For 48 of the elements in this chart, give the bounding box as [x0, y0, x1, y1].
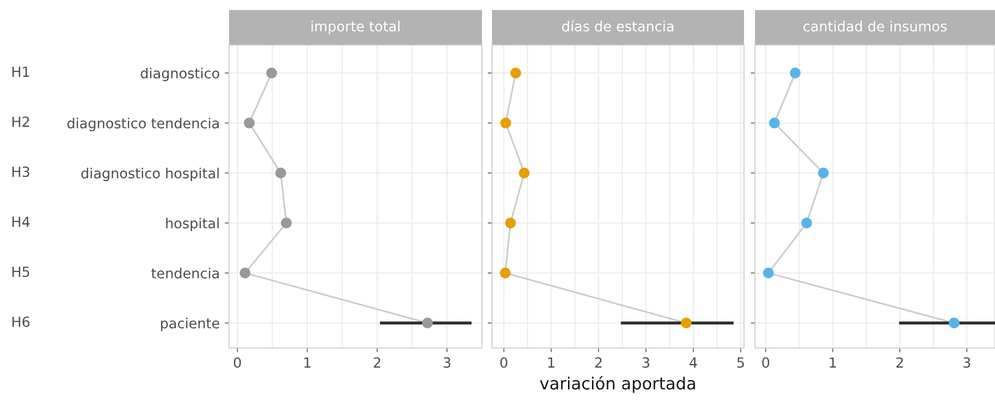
x-tick-label: 1	[548, 357, 554, 368]
point	[948, 318, 960, 328]
point	[500, 118, 512, 128]
point	[266, 68, 278, 78]
text: H6	[12, 316, 30, 328]
point	[244, 118, 255, 128]
point	[240, 268, 250, 278]
y-tick-label: paciente	[161, 318, 220, 332]
point	[500, 268, 511, 278]
text: H5	[12, 266, 30, 278]
chart-title: cantidad de insumos	[803, 20, 947, 32]
y-tick-label: hospital	[166, 218, 219, 232]
x-axis-title: variación aportada	[540, 376, 695, 393]
point	[275, 168, 286, 178]
point	[518, 168, 530, 178]
x-tick-label: 2	[374, 357, 380, 368]
chart-title: importe total	[312, 20, 400, 34]
text: H2	[12, 116, 29, 127]
point	[510, 68, 522, 78]
x-tick-label: 2	[595, 357, 602, 368]
y-tick-label: tendencia	[151, 268, 219, 278]
x-tick-label: 0	[234, 357, 241, 368]
point	[790, 68, 801, 78]
text: H1	[12, 66, 30, 77]
y-tick-label: diagnostico hospital	[81, 168, 219, 182]
point	[422, 318, 433, 328]
x-tick-label: 2	[896, 357, 903, 368]
point	[818, 168, 829, 178]
point	[280, 218, 292, 228]
x-tick-label: 4	[690, 357, 697, 368]
point	[505, 218, 516, 228]
x-tick-label: 5	[737, 357, 744, 368]
x-tick-label: 3	[444, 357, 450, 368]
point	[763, 268, 774, 278]
x-tick-label: 0	[762, 357, 770, 368]
point	[769, 118, 780, 128]
x-tick-label: 1	[304, 357, 310, 368]
y-tick-label: diagnostico	[140, 68, 220, 82]
x-tick-label: 0	[500, 357, 508, 368]
x-tick-label: 1	[830, 357, 836, 368]
point	[680, 318, 692, 328]
x-tick-label: 3	[963, 357, 970, 368]
text: H4	[12, 216, 30, 227]
point	[801, 218, 812, 228]
x-tick-label: 3	[642, 357, 650, 368]
text: H3	[12, 166, 30, 178]
y-tick-label: diagnostico tendencia	[67, 118, 219, 132]
chart-title: días de estancia	[562, 20, 674, 32]
